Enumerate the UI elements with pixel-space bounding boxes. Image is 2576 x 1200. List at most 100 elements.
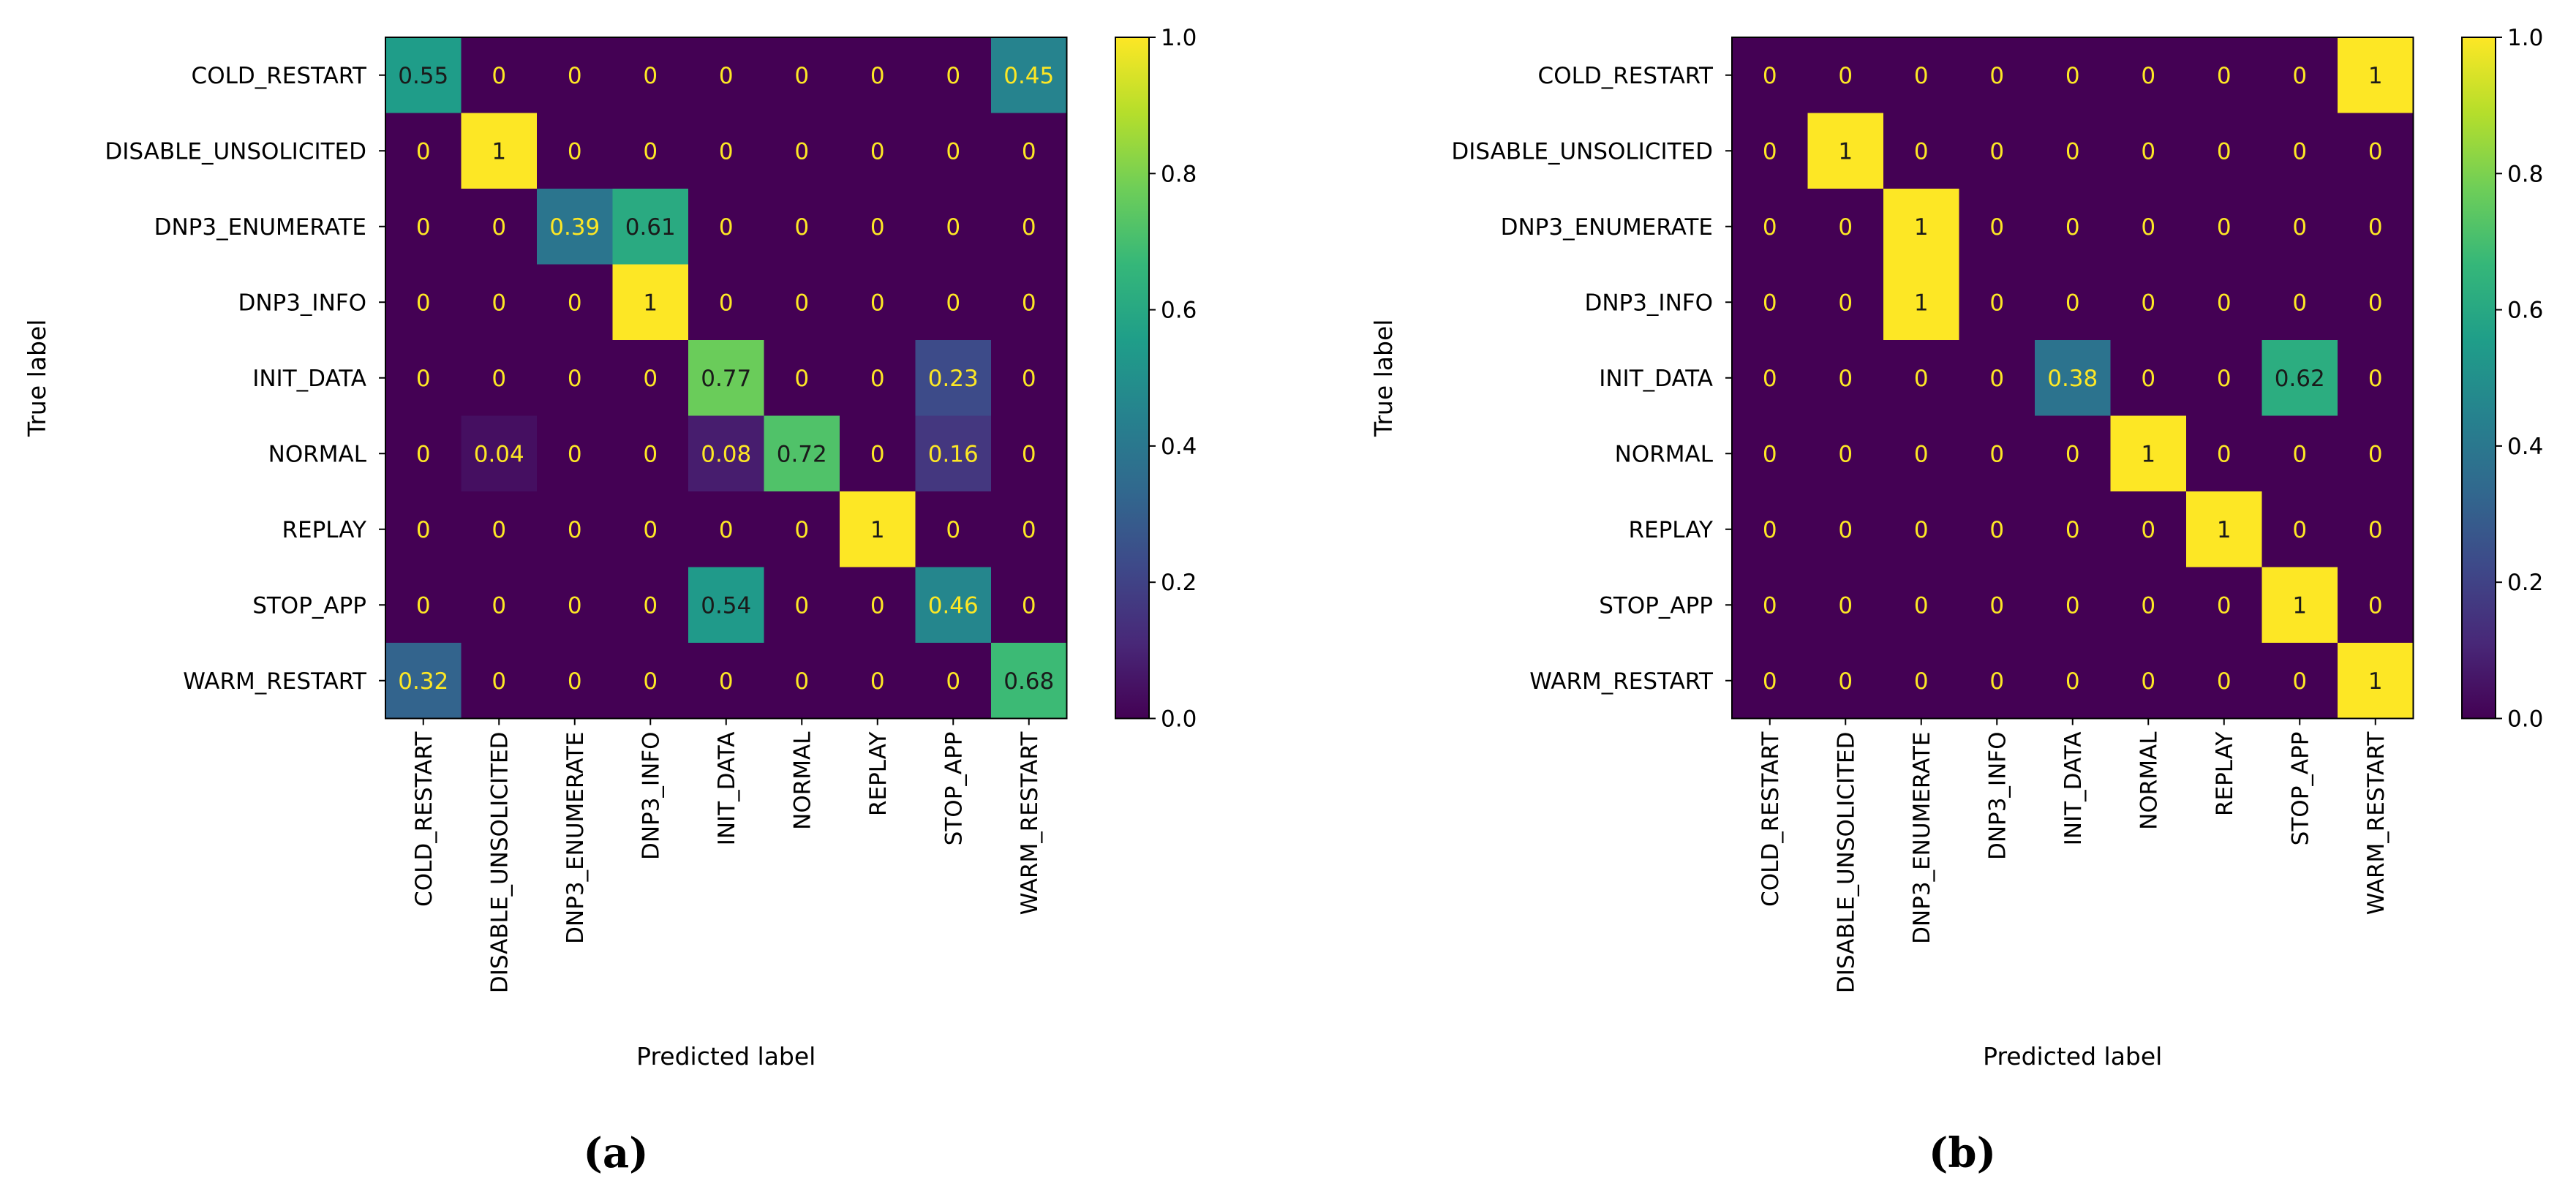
cell-7-1 (1807, 567, 1884, 644)
x-tick-label: NORMAL (789, 731, 816, 830)
cell-7-7 (2261, 567, 2338, 644)
cell-value: 0 (870, 441, 885, 467)
cell-1-0 (385, 113, 462, 189)
cell-value: 0 (946, 517, 960, 543)
cell-7-5 (2110, 567, 2187, 644)
colorbar (2461, 37, 2496, 720)
cell-6-0 (385, 491, 462, 568)
cell-5-4 (688, 415, 765, 492)
cell-3-0 (1732, 264, 1809, 341)
cell-value: 0.32 (398, 668, 448, 695)
cell-7-3 (1959, 567, 2035, 644)
cell-3-7 (915, 264, 992, 341)
cell-5-5 (2110, 415, 2187, 492)
cell-6-1 (1807, 491, 1884, 568)
x-tick-label: DISABLE_UNSOLICITED (1833, 732, 1859, 994)
cell-value: 0 (2065, 63, 2080, 89)
cell-6-7 (2261, 491, 2338, 568)
cell-value: 0 (870, 366, 885, 392)
cell-8-7 (2261, 643, 2338, 720)
cell-value: 0 (643, 366, 658, 392)
cell-value: 0 (1838, 214, 1853, 241)
cell-value: 0.08 (701, 441, 751, 467)
x-axis-label: Predicted label (636, 1042, 816, 1071)
cell-6-4 (2035, 491, 2112, 568)
x-axis-label: Predicted label (1983, 1042, 2162, 1071)
cell-value: 0 (2141, 668, 2155, 695)
cell-value: 0 (1989, 366, 2004, 392)
cell-value: 0.77 (701, 366, 751, 392)
cell-4-6 (2186, 340, 2263, 417)
cell-value: 0 (1989, 517, 2004, 543)
cell-3-1 (461, 264, 538, 341)
colorbar-tick-label: 1.0 (1161, 25, 1197, 51)
cell-5-2 (1883, 415, 1960, 492)
cell-value: 0 (870, 668, 885, 695)
cell-8-1 (461, 643, 538, 720)
cell-value: 1 (2217, 517, 2232, 543)
cell-1-4 (2035, 113, 2112, 189)
cell-value: 0 (2141, 63, 2155, 89)
colorbar-tick-label: 0.4 (1161, 434, 1197, 460)
cell-1-3 (1959, 113, 2035, 189)
cell-6-1 (461, 491, 538, 568)
cell-value: 0 (2141, 517, 2155, 543)
cell-value: 0.72 (777, 441, 827, 467)
cell-5-0 (385, 415, 462, 492)
cell-3-4 (2035, 264, 2112, 341)
cell-value: 0.68 (1003, 668, 1054, 695)
cell-3-5 (764, 264, 840, 341)
x-tick-label: DNP3_ENUMERATE (562, 732, 589, 944)
cell-value: 0.62 (2275, 366, 2325, 392)
cell-5-8 (991, 415, 1068, 492)
cell-4-4 (2035, 340, 2112, 417)
cell-value: 0 (568, 592, 582, 619)
cell-value: 0 (568, 366, 582, 392)
cell-value: 0 (2292, 63, 2307, 89)
cell-value: 0 (2292, 138, 2307, 165)
cell-value: 0 (568, 441, 582, 467)
y-axis-label: True label (23, 320, 51, 437)
x-tick-label: DNP3_INFO (638, 732, 664, 861)
cell-value: 0 (416, 592, 431, 619)
cell-value: 0 (1763, 63, 1777, 89)
cell-value: 0 (870, 290, 885, 316)
cell-value: 0 (946, 138, 960, 165)
cell-7-4 (2035, 567, 2112, 644)
cell-value: 0 (492, 517, 506, 543)
cell-value: 0 (492, 290, 506, 316)
cell-8-8 (2338, 643, 2414, 720)
cell-value: 0 (1914, 366, 1929, 392)
cell-1-2 (537, 113, 614, 189)
y-tick-label: REPLAY (282, 517, 366, 543)
cell-7-7 (915, 567, 992, 644)
cell-4-3 (1959, 340, 2035, 417)
cell-value: 0 (2217, 592, 2232, 619)
panel-label: (b) (1929, 1129, 1996, 1177)
cell-value: 0 (2141, 290, 2155, 316)
y-tick-label: COLD_RESTART (192, 63, 368, 89)
cell-6-5 (2110, 491, 2187, 568)
cell-2-7 (915, 189, 992, 265)
cell-3-8 (2338, 264, 2414, 341)
cell-value: 0 (1989, 290, 2004, 316)
x-tick-label: DISABLE_UNSOLICITED (486, 732, 513, 994)
cell-value: 0 (2368, 366, 2383, 392)
cell-5-1 (1807, 415, 1884, 492)
cell-value: 0 (568, 668, 582, 695)
cell-value: 0 (1022, 592, 1036, 619)
cell-value: 0 (870, 138, 885, 165)
y-tick-label: NORMAL (268, 441, 367, 467)
y-tick-label: DNP3_ENUMERATE (154, 214, 366, 241)
cell-2-3 (612, 189, 689, 265)
cell-value: 0 (492, 668, 506, 695)
cell-0-1 (461, 37, 538, 114)
cell-7-8 (991, 567, 1068, 644)
colorbar-tick-label: 0.6 (1161, 298, 1197, 324)
cell-value: 0 (2141, 592, 2155, 619)
cell-6-2 (1883, 491, 1960, 568)
cell-value: 0 (794, 517, 809, 543)
cell-6-5 (764, 491, 840, 568)
cell-4-7 (2261, 340, 2338, 417)
